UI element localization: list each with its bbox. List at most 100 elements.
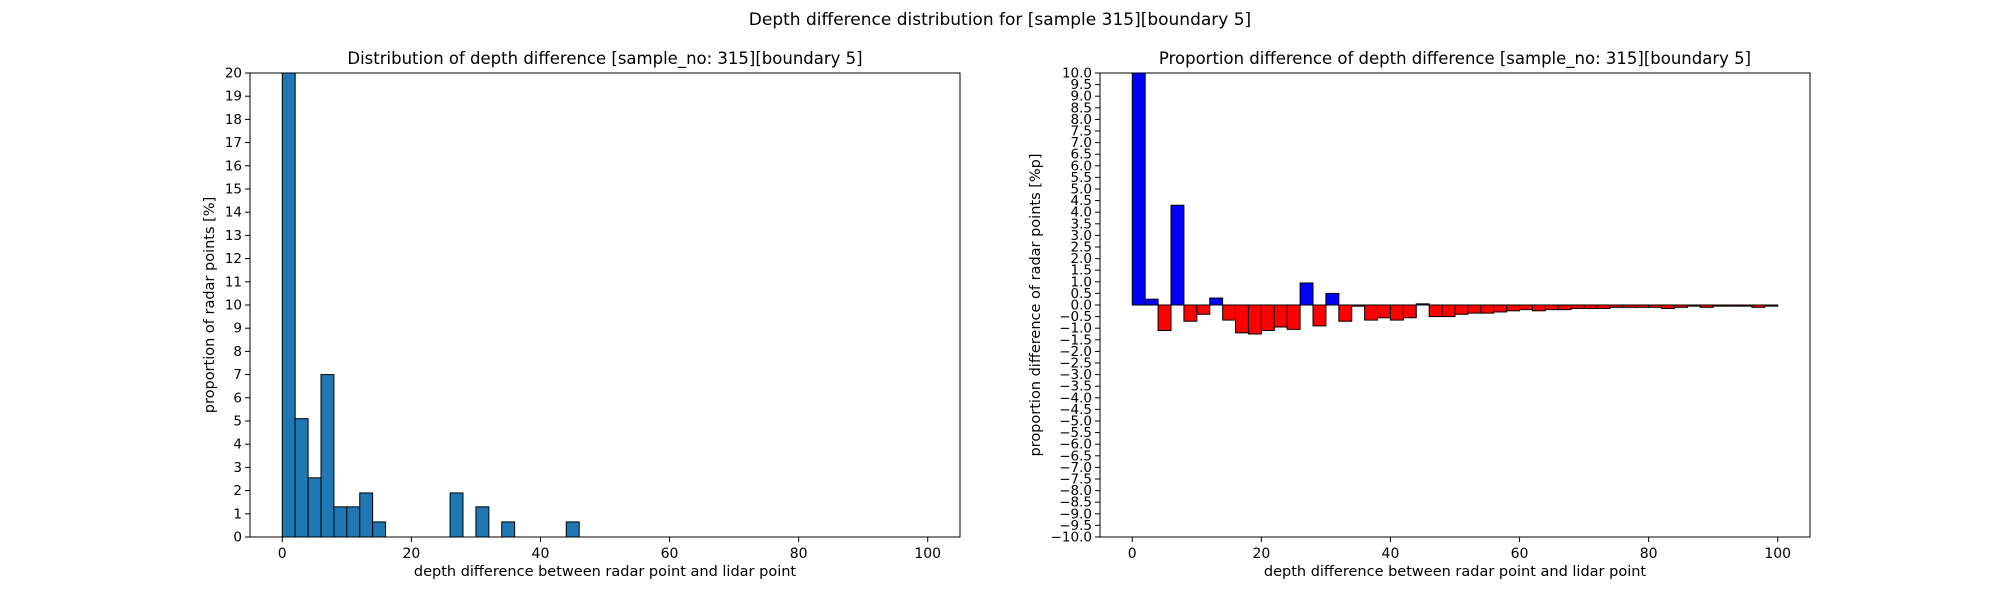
- bar: [1325, 292, 1340, 306]
- bar: [1480, 304, 1495, 314]
- y-tick-label: 2.5: [1071, 240, 1092, 256]
- bar: [1622, 304, 1637, 308]
- bar: [333, 506, 348, 538]
- bar: [1764, 304, 1779, 307]
- y-tick-label: 3.0: [1071, 228, 1092, 244]
- y-tick-label: 0.5: [1071, 286, 1092, 302]
- bar: [1493, 304, 1508, 313]
- y-tick-label: 2: [233, 483, 242, 499]
- x-axis-label: depth difference between radar point and…: [1264, 564, 1647, 580]
- x-axis-ticks: 0 20 40 60 80 100: [278, 537, 941, 562]
- bar: [1351, 304, 1366, 307]
- bar: [1299, 282, 1314, 306]
- y-tick-label: 4.0: [1071, 205, 1092, 221]
- bar: [1635, 304, 1650, 308]
- bar: [1583, 304, 1598, 309]
- y-tick-label: −2.5: [1059, 356, 1092, 372]
- y-tick-label: 9: [233, 321, 242, 337]
- y-tick-label: −2.0: [1059, 344, 1092, 360]
- bar: [1247, 304, 1262, 335]
- y-tick-label: −1.5: [1059, 332, 1092, 348]
- bars: [281, 72, 580, 538]
- bar: [1260, 304, 1275, 332]
- x-tick-label: 60: [1511, 546, 1529, 562]
- bar: [1222, 304, 1237, 321]
- x-tick-label: 0: [1128, 546, 1137, 562]
- chart-proportion-difference: Proportion difference of depth differenc…: [1028, 49, 1811, 580]
- bar: [1751, 304, 1766, 308]
- bar: [346, 506, 361, 538]
- y-axis-label: proportion of radar points [%]: [202, 197, 218, 413]
- x-tick-label: 40: [532, 546, 550, 562]
- bar: [1209, 297, 1224, 306]
- y-tick-label: 12: [225, 251, 242, 267]
- x-tick-label: 60: [661, 546, 679, 562]
- y-tick-label: 8: [233, 344, 242, 360]
- y-tick-label: 16: [225, 158, 242, 174]
- y-tick-label: 17: [225, 135, 242, 151]
- bar: [1389, 304, 1404, 321]
- y-tick-label: −5.0: [1059, 414, 1092, 430]
- chart-title: Distribution of depth difference [sample…: [347, 49, 862, 69]
- bar: [1235, 304, 1249, 334]
- y-tick-label: 5: [233, 414, 242, 430]
- y-tick-label: 8.0: [1071, 112, 1092, 128]
- bars: [1131, 72, 1779, 335]
- bar: [1544, 304, 1559, 311]
- y-tick-label: 7: [233, 367, 242, 383]
- x-tick-label: 100: [1764, 546, 1791, 562]
- x-axis-label: depth difference between radar point and…: [414, 564, 797, 580]
- y-tick-label: −5.5: [1059, 425, 1092, 441]
- bar: [1596, 304, 1611, 309]
- y-tick-label: 7.0: [1071, 135, 1092, 151]
- y-tick-label: 6: [233, 390, 242, 406]
- y-tick-label: 1.0: [1071, 274, 1092, 290]
- y-tick-label: 0.0: [1071, 298, 1092, 314]
- y-axis-label: proportion difference of radar points [%…: [1028, 153, 1044, 456]
- bar: [1312, 304, 1327, 327]
- bar: [1686, 304, 1701, 307]
- y-tick-label: −7.0: [1059, 460, 1092, 476]
- y-tick-label: 15: [225, 182, 242, 198]
- bar: [475, 506, 490, 538]
- y-tick-label: 19: [225, 89, 242, 105]
- bar: [1557, 304, 1572, 311]
- bar: [1519, 304, 1533, 311]
- y-tick-label: 1: [233, 506, 242, 522]
- bar: [320, 374, 335, 538]
- y-tick-label: 18: [225, 112, 242, 128]
- y-tick-label: −6.5: [1059, 448, 1092, 464]
- bar: [1531, 304, 1546, 312]
- bar: [1144, 298, 1159, 306]
- y-axis-ticks: 10.09.59.08.58.07.57.06.56.05.55.04.54.0…: [1051, 66, 1100, 546]
- bar: [1738, 304, 1753, 307]
- y-tick-label: −6.0: [1059, 437, 1092, 453]
- bar: [1712, 304, 1727, 307]
- bar: [1183, 304, 1198, 322]
- bar: [1673, 304, 1688, 308]
- bar: [294, 418, 309, 538]
- bar: [1506, 304, 1521, 312]
- y-tick-label: −3.5: [1059, 379, 1092, 395]
- bar: [1196, 304, 1211, 315]
- x-axis-ticks: 0 20 40 60 80 100: [1128, 537, 1791, 562]
- y-tick-label: 14: [225, 205, 242, 221]
- bar: [1570, 304, 1585, 309]
- bar: [372, 521, 387, 538]
- x-tick-label: 80: [1640, 546, 1658, 562]
- y-tick-label: −3.0: [1059, 367, 1092, 383]
- bar: [1286, 304, 1301, 330]
- bar: [1402, 304, 1417, 319]
- bar: [1364, 304, 1379, 321]
- y-tick-label: 10: [225, 298, 242, 314]
- plot-frame: [249, 72, 961, 538]
- bar: [1454, 304, 1469, 315]
- bar: [565, 521, 580, 538]
- y-tick-label: 4.5: [1071, 193, 1092, 209]
- y-tick-label: 4: [233, 437, 242, 453]
- y-tick-label: −7.5: [1059, 472, 1092, 488]
- plot-frame: [1099, 72, 1811, 538]
- x-tick-label: 80: [790, 546, 808, 562]
- y-tick-label: 9.5: [1071, 77, 1092, 93]
